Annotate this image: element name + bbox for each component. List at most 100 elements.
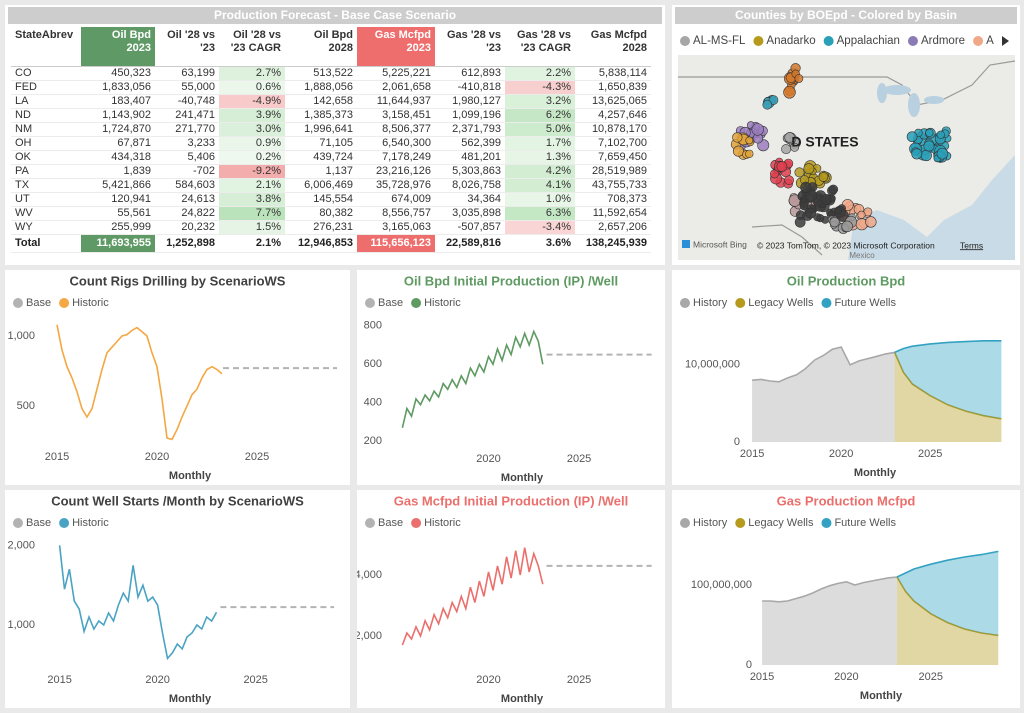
table-cell: 8,506,377 bbox=[357, 122, 435, 137]
table-cell: -4.9% bbox=[219, 94, 285, 109]
map-point bbox=[911, 148, 923, 160]
column-header: Gas Mcfpd 2028 bbox=[575, 27, 651, 67]
map-point bbox=[745, 149, 754, 159]
x-tick-label: 2025 bbox=[567, 674, 591, 686]
table-cell: CO bbox=[11, 66, 81, 81]
header-line: Gas Mcfpd bbox=[590, 29, 647, 41]
table-cell: 5.0% bbox=[505, 122, 575, 137]
map-logo: Microsoft Bing bbox=[693, 239, 747, 249]
header-line: Gas Mcfpd bbox=[374, 29, 431, 41]
area-series bbox=[894, 340, 1002, 419]
table-cell: 1,888,056 bbox=[285, 80, 357, 95]
map-point bbox=[834, 206, 843, 215]
table-cell: 562,399 bbox=[435, 136, 505, 151]
table-cell: 450,323 bbox=[81, 66, 155, 81]
chart-panel: Count Rigs Drilling by ScenarioWS Base His… bbox=[5, 270, 350, 485]
map-point bbox=[751, 123, 764, 136]
x-axis-label: Monthly bbox=[854, 467, 897, 479]
table-cell: 5,303,863 bbox=[435, 164, 505, 179]
legend-label: Base bbox=[378, 297, 403, 309]
table-cell: 439,724 bbox=[285, 150, 357, 165]
table-cell: PA bbox=[11, 164, 81, 179]
x-tick-label: 2020 bbox=[145, 451, 169, 463]
area-line bbox=[894, 340, 1002, 354]
chart-title: Gas Mcfpd Initial Production (IP) /Well bbox=[394, 493, 629, 508]
forecast-table: StateAbrev Oil Bpd 2023 Oil '28 vs '23 Oil '2… bbox=[11, 27, 651, 253]
table-cell: 80,382 bbox=[285, 206, 357, 221]
table-cell: 1,833,056 bbox=[81, 80, 155, 95]
column-header: Oil '28 vs '23 bbox=[155, 27, 219, 67]
column-header: Gas '28 vs '23 bbox=[435, 27, 505, 67]
table-cell: 1.3% bbox=[505, 150, 575, 165]
table-cell: 5,225,221 bbox=[357, 66, 435, 81]
map-point bbox=[820, 194, 832, 205]
table-cell: 4.2% bbox=[505, 164, 575, 179]
table-cell: 55,000 bbox=[155, 80, 219, 95]
x-tick-label: 2025 bbox=[245, 451, 269, 463]
map-point bbox=[762, 99, 773, 110]
table-head: StateAbrev Oil Bpd 2023 Oil '28 vs '23 Oil '2… bbox=[11, 27, 651, 67]
table-cell: 434,318 bbox=[81, 150, 155, 165]
column-header: Oil Bpd 2028 bbox=[285, 27, 357, 67]
area-line bbox=[762, 576, 898, 603]
map-point bbox=[923, 140, 935, 152]
total-cell: 138,245,939 bbox=[575, 234, 651, 253]
x-tick-label: 2015 bbox=[750, 671, 774, 683]
map-point bbox=[857, 210, 866, 219]
legend-label: Legacy Wells bbox=[748, 517, 814, 529]
table-cell: 3,233 bbox=[155, 136, 219, 151]
table-cell: 145,554 bbox=[285, 192, 357, 207]
table-cell: FED bbox=[11, 80, 81, 95]
table-cell: 612,893 bbox=[435, 66, 505, 81]
table-cell: -4.3% bbox=[505, 80, 575, 95]
table-cell: 7,102,700 bbox=[575, 136, 651, 151]
header-line: Oil Bpd bbox=[313, 29, 353, 41]
legend-label: History bbox=[693, 297, 728, 309]
table-cell: 674,009 bbox=[357, 192, 435, 207]
legend-swatch bbox=[365, 518, 375, 528]
legend-label: Base bbox=[26, 297, 51, 309]
column-header: Gas '28 vs '23 CAGR bbox=[505, 27, 575, 67]
area-series bbox=[894, 352, 1002, 442]
table-cell: 2.1% bbox=[219, 178, 285, 193]
table-cell: 120,941 bbox=[81, 192, 155, 207]
table-cell: 43,755,733 bbox=[575, 178, 651, 193]
map-point bbox=[745, 136, 754, 145]
map-terms: Terms bbox=[960, 240, 983, 250]
x-axis-label: Monthly bbox=[501, 472, 544, 484]
header-line: '23 bbox=[486, 42, 501, 54]
table-cell: 5,838,114 bbox=[575, 66, 651, 81]
header-line: 2028 bbox=[622, 42, 647, 54]
map-title: Counties by BOEpd - Colored by Basin bbox=[675, 7, 1017, 24]
map: AL-MS-FLAnadarkoAppalachianArdmoreArklaD… bbox=[678, 33, 1020, 260]
table-row: FED 1,833,056 55,000 0.6% 1,888,056 2,061,658… bbox=[11, 80, 651, 95]
chart-panel: Oil Production Bpd History Legacy Wells Fut… bbox=[672, 270, 1020, 485]
chart: Gas Production Mcfpd History Legacy Wells F… bbox=[680, 493, 999, 702]
map-region: Mexico bbox=[849, 251, 875, 260]
line-series bbox=[401, 547, 544, 646]
legend-swatch bbox=[973, 36, 984, 46]
legend-label: Future Wells bbox=[834, 517, 896, 529]
area-series bbox=[897, 577, 999, 665]
table-row: UT 120,941 24,613 3.8% 145,554 674,009 34,364 1… bbox=[11, 192, 651, 207]
header-line: Oil '28 vs bbox=[233, 29, 281, 41]
y-tick-label: 4,000 bbox=[357, 569, 382, 581]
legend-swatch bbox=[907, 36, 918, 46]
header-line: 2028 bbox=[328, 42, 353, 54]
map-point bbox=[783, 86, 796, 99]
map-point bbox=[769, 169, 779, 179]
map-point bbox=[906, 131, 918, 143]
table-row: CO 450,323 63,199 2.7% 513,522 5,225,221 612,8… bbox=[11, 66, 651, 81]
map-point bbox=[784, 132, 795, 143]
table-cell: OH bbox=[11, 136, 81, 151]
table-cell: 55,561 bbox=[81, 206, 155, 221]
chart-panel: Gas Production Mcfpd History Legacy Wells F… bbox=[672, 490, 1020, 708]
column-header: Gas Mcfpd 2023 bbox=[357, 27, 435, 67]
table-cell: 5,421,866 bbox=[81, 178, 155, 193]
line-series bbox=[56, 324, 223, 441]
table-cell: 708,373 bbox=[575, 192, 651, 207]
y-tick-label: 100,000,000 bbox=[691, 579, 752, 591]
map-point bbox=[776, 161, 788, 172]
legend-swatch bbox=[821, 298, 832, 308]
